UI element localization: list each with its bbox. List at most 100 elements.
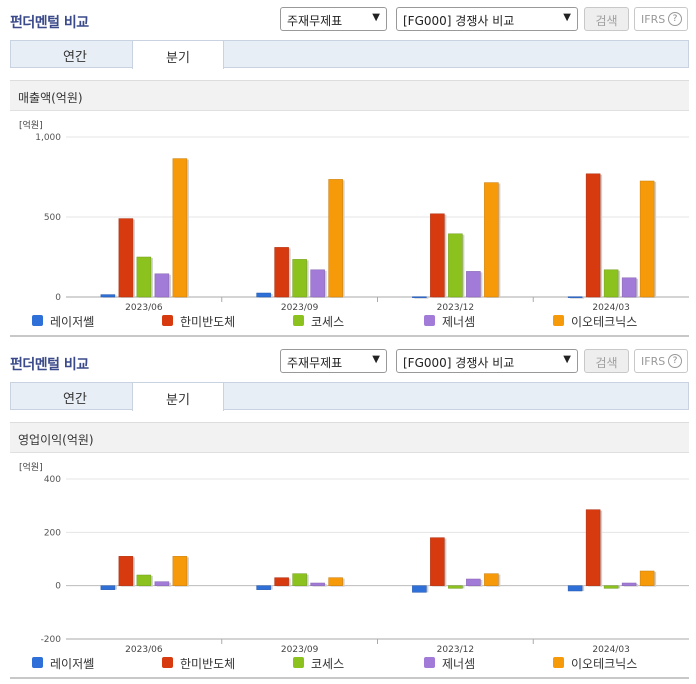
y-tick-label: 0 <box>55 293 61 303</box>
chevron-down-icon: ▼ <box>563 354 571 365</box>
legend-label: 이오테크닉스 <box>571 657 638 671</box>
bar <box>585 509 601 586</box>
bar <box>118 218 134 298</box>
bar <box>448 233 463 298</box>
legend-swatch <box>162 315 173 326</box>
bar <box>256 585 271 590</box>
x-tick-label: 2024/03 <box>592 303 629 313</box>
bar <box>292 259 307 298</box>
bar <box>118 556 134 586</box>
x-tick-label: 2023/09 <box>281 645 319 655</box>
legend-label: 한미반도체 <box>180 657 236 671</box>
compare-select[interactable]: [FG000] 경쟁사 비교 ▼ <box>396 349 578 373</box>
statement-select[interactable]: 주재무제표 ▼ <box>280 7 387 31</box>
panel-header: 펀더멘털 비교 주재무제표 ▼ [FG000] 경쟁사 비교 ▼ 검색 IFRS… <box>0 0 696 40</box>
chevron-down-icon: ▼ <box>372 12 380 23</box>
chevron-down-icon: ▼ <box>372 354 380 365</box>
legend-swatch <box>162 657 173 668</box>
tab-quarterly[interactable]: 분기 <box>132 40 224 69</box>
bar <box>466 578 481 586</box>
y-tick-label: 200 <box>44 528 61 538</box>
x-tick-label: 2023/12 <box>437 303 474 313</box>
bar <box>310 582 325 586</box>
panel-header: 펀더멘털 비교 주재무제표 ▼ [FG000] 경쟁사 비교 ▼ 검색 IFRS… <box>0 342 696 382</box>
bar <box>448 585 463 589</box>
bar <box>310 269 325 298</box>
bar <box>412 585 427 593</box>
legend-swatch <box>32 657 43 668</box>
bar <box>136 574 152 586</box>
x-tick-label: 2023/06 <box>125 303 163 313</box>
legend-swatch <box>424 657 435 668</box>
y-tick-label: 1,000 <box>35 133 61 143</box>
compare-select[interactable]: [FG000] 경쟁사 비교 ▼ <box>396 7 578 31</box>
tab-quarterly[interactable]: 분기 <box>132 382 224 411</box>
ifrs-button[interactable]: IFRS ? <box>634 349 688 373</box>
statement-select[interactable]: 주재무제표 ▼ <box>280 349 387 373</box>
unit-label: [억원] <box>19 119 43 131</box>
ifrs-button[interactable]: IFRS ? <box>634 7 688 31</box>
chart-titlebar: 영업이익(억원) <box>10 423 689 453</box>
y-tick-label: 0 <box>55 582 61 592</box>
fundamental-panel-revenue: 펀더멘털 비교 주재무제표 ▼ [FG000] 경쟁사 비교 ▼ 검색 IFRS… <box>0 0 696 337</box>
chart-area: 영업이익(억원) [억원] -200 0 200 400 2023/06 2023/09 20… <box>10 422 689 679</box>
chart-legend: 레이저쎌 한미반도체 코세스 제너셈 이오테크닉스 <box>10 655 689 673</box>
panel-title: 펀더멘털 비교 <box>10 15 89 31</box>
bar <box>639 570 655 586</box>
bar <box>484 182 499 298</box>
legend-label: 레이저쎌 <box>50 315 95 329</box>
bar <box>567 585 583 592</box>
bar-chart: [억원] 0 500 1,000 2023/06 2023/09 2023/12 2024/0… <box>19 119 689 313</box>
legend-swatch <box>293 657 304 668</box>
x-tick-label: 2023/12 <box>437 645 474 655</box>
bar <box>603 269 619 298</box>
unit-label: [억원] <box>19 461 43 473</box>
bar <box>154 581 170 586</box>
legend-label: 제너셈 <box>442 315 476 329</box>
chart-legend: 레이저쎌 한미반도체 코세스 제너셈 이오테크닉스 <box>10 313 689 331</box>
chart-title: 매출액(억원) <box>18 91 83 105</box>
chart-area: 매출액(억원) [억원] 0 500 1,000 2023/06 2023/09 2023/… <box>10 80 689 337</box>
search-button[interactable]: 검색 <box>584 349 629 373</box>
bar <box>430 537 445 586</box>
legend-label: 이오테크닉스 <box>571 315 638 329</box>
tab-annual[interactable]: 연간 <box>63 392 87 407</box>
chart-title: 영업이익(억원) <box>18 433 94 447</box>
period-tabs: 연간 분기 <box>10 382 689 411</box>
bar <box>154 273 170 298</box>
bar <box>328 179 343 298</box>
bar <box>585 173 601 298</box>
y-tick-label: -200 <box>41 635 62 645</box>
search-button[interactable]: 검색 <box>584 7 629 31</box>
bar <box>621 277 637 298</box>
fundamental-panel-operating-profit: 펀더멘털 비교 주재무제표 ▼ [FG000] 경쟁사 비교 ▼ 검색 IFRS… <box>0 342 696 684</box>
legend-swatch <box>32 315 43 326</box>
compare-select-value: [FG000] 경쟁사 비교 <box>403 14 515 28</box>
ifrs-label: IFRS <box>641 355 666 368</box>
tab-annual[interactable]: 연간 <box>63 50 87 65</box>
legend-label: 레이저쎌 <box>50 657 95 671</box>
bar <box>172 158 188 298</box>
ifrs-label: IFRS <box>641 13 666 26</box>
y-tick-label: 500 <box>44 213 61 223</box>
bar <box>100 585 116 590</box>
help-icon[interactable]: ? <box>668 12 682 26</box>
help-icon[interactable]: ? <box>668 354 682 368</box>
x-tick-label: 2023/09 <box>281 303 319 313</box>
bar-shadow <box>414 297 429 299</box>
bar <box>484 573 499 586</box>
bar <box>136 256 152 298</box>
legend-swatch <box>424 315 435 326</box>
legend-label: 한미반도체 <box>180 315 236 329</box>
bar-shadow <box>570 297 585 299</box>
chevron-down-icon: ▼ <box>563 12 571 23</box>
legend-swatch <box>553 315 564 326</box>
bar <box>100 294 116 298</box>
bar-chart: [억원] -200 0 200 400 2023/06 2023/09 2023/12 2024… <box>19 461 689 655</box>
period-tabs: 연간 분기 <box>10 40 689 69</box>
bar <box>328 577 343 586</box>
bar <box>621 582 637 586</box>
legend-swatch <box>553 657 564 668</box>
bar <box>466 271 481 298</box>
compare-select-value: [FG000] 경쟁사 비교 <box>403 356 515 370</box>
